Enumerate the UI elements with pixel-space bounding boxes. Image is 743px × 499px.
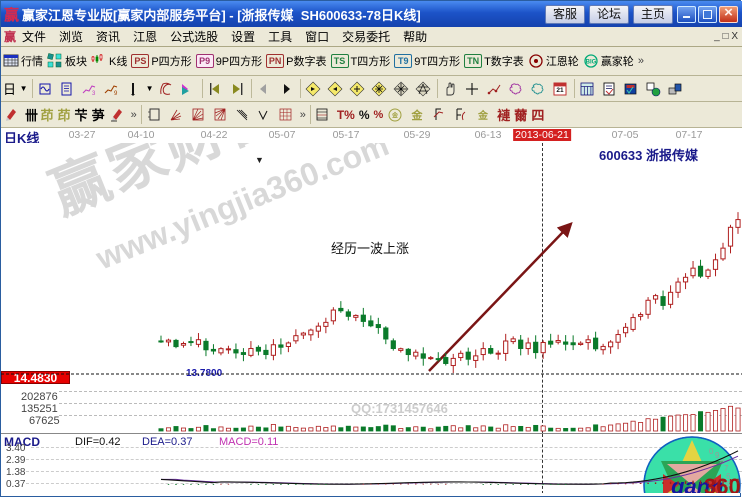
svg-text:金: 金 <box>391 111 399 119</box>
svg-text:21: 21 <box>556 87 564 94</box>
svg-text:金: 金 <box>477 109 489 122</box>
svg-text:9: 9 <box>114 91 118 97</box>
svg-text:3: 3 <box>92 91 96 97</box>
svg-text:BIG: BIG <box>585 60 596 66</box>
svg-text:金: 金 <box>411 108 424 122</box>
